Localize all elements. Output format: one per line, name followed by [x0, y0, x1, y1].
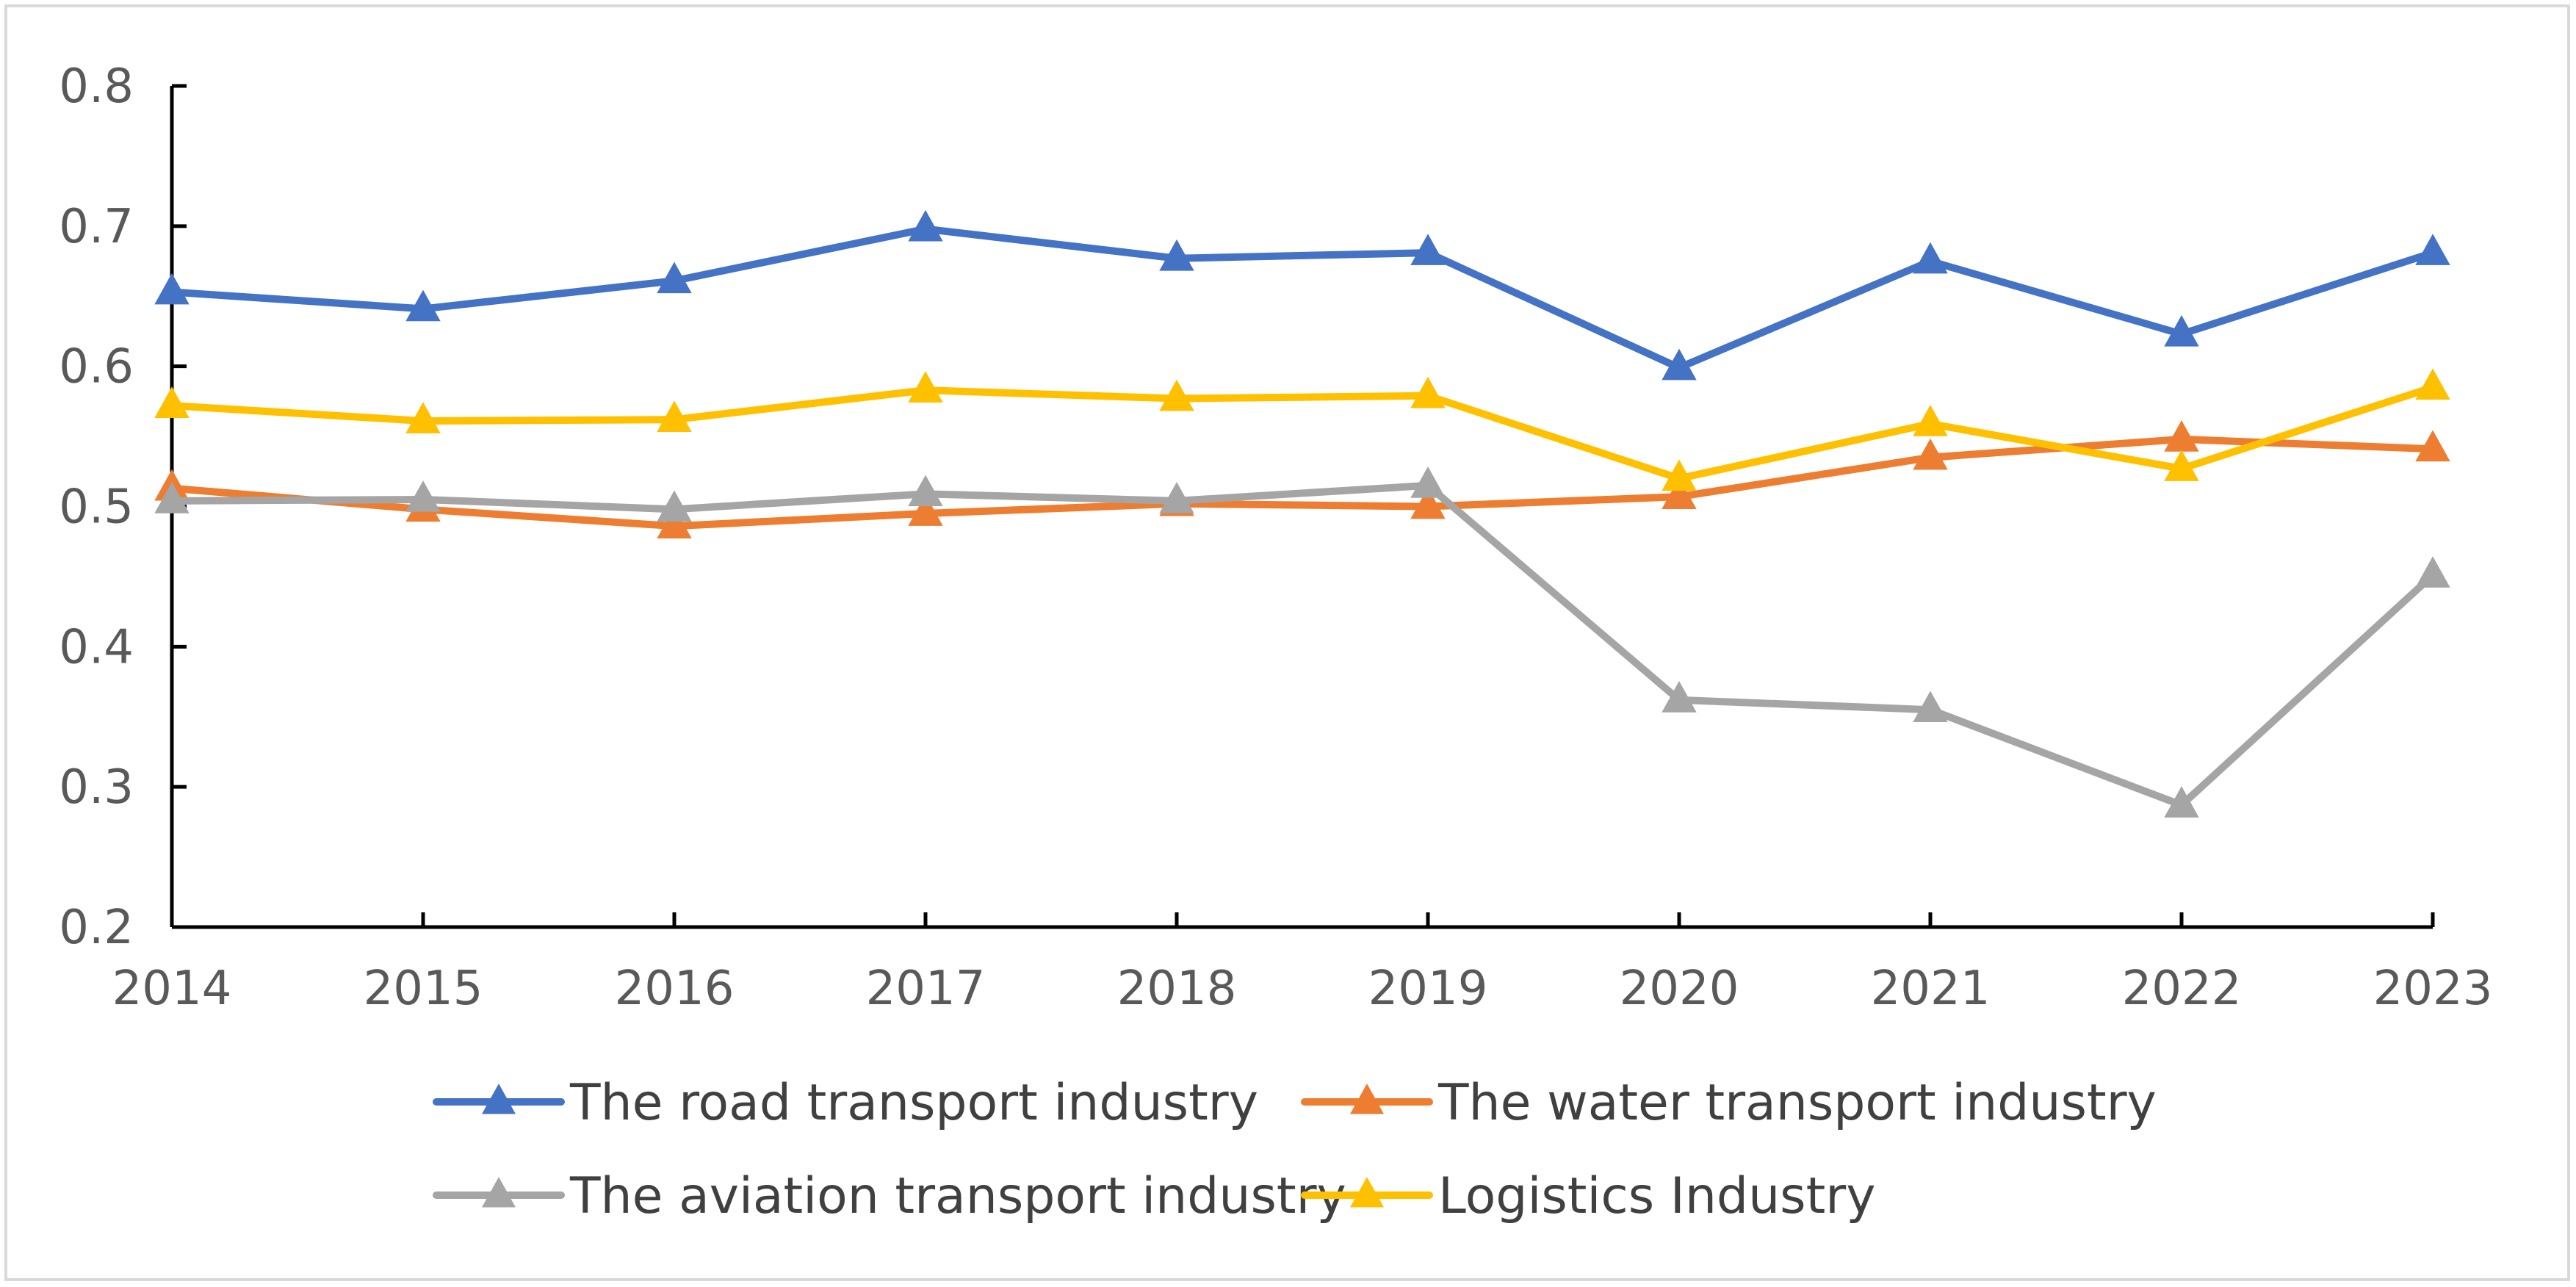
legend: The road transport industry The water tra… — [433, 1074, 2157, 1225]
data-point-marker — [908, 494, 943, 526]
x-tick-label: 2022 — [2122, 962, 2242, 1016]
y-tick-label: 0.7 — [59, 200, 134, 254]
data-point-marker — [405, 289, 441, 322]
legend-label: The aviation transport industry — [569, 1167, 1346, 1225]
data-point-marker — [1410, 376, 1446, 408]
y-tick-label: 0.2 — [59, 901, 134, 955]
data-point-marker — [1913, 242, 1948, 274]
x-tick-label: 2017 — [866, 962, 986, 1016]
data-point-marker — [2164, 450, 2199, 481]
data-point-marker — [154, 386, 190, 418]
x-tick-label: 2020 — [1620, 962, 1739, 1016]
x-tick-label: 2015 — [364, 962, 483, 1016]
y-tick-label: 0.4 — [59, 620, 134, 674]
series-1 — [154, 209, 2450, 381]
data-point-marker — [1159, 239, 1194, 271]
plot-area — [154, 209, 2450, 818]
data-point-marker — [2415, 430, 2450, 462]
data-point-marker — [1913, 438, 1948, 470]
series-3 — [154, 466, 2450, 818]
legend-label: The road transport industry — [569, 1074, 1258, 1132]
data-point-marker — [154, 273, 190, 305]
data-point-marker — [1662, 348, 1697, 381]
chart-frame — [4, 4, 2570, 1281]
x-tick-label: 2021 — [1871, 962, 1991, 1016]
axes: 0.2 0.3 0.4 0.5 0.6 0.7 0.8 2014 2015 2016 2017 201… — [59, 60, 2492, 1016]
data-point-marker — [2164, 314, 2199, 347]
data-point-marker — [1662, 477, 1697, 509]
x-tick-label: 2023 — [2373, 962, 2493, 1016]
data-point-marker — [908, 475, 943, 507]
series-line — [168, 225, 2436, 372]
x-tick-label: 2016 — [615, 962, 735, 1016]
legend-swatch-marker — [482, 1177, 516, 1208]
y-tick-label: 0.6 — [59, 340, 134, 394]
data-point-marker — [1662, 681, 1697, 713]
series-line — [168, 383, 2436, 483]
x-tick-label: 2019 — [1368, 962, 1488, 1016]
data-point-marker — [1913, 691, 1948, 723]
data-point-marker — [1662, 459, 1697, 491]
data-point-marker — [2415, 556, 2450, 588]
legend-swatch-marker — [1350, 1084, 1384, 1114]
series-2 — [154, 420, 2450, 539]
data-point-marker — [405, 480, 441, 512]
series-line — [168, 481, 2436, 809]
data-point-marker — [908, 209, 943, 242]
legend-item-1: The road transport industry — [433, 1074, 1258, 1132]
data-point-marker — [1159, 379, 1194, 411]
x-tick-label: 2018 — [1117, 962, 1237, 1016]
data-point-marker — [405, 402, 441, 433]
data-point-marker — [1410, 466, 1446, 498]
data-point-marker — [657, 262, 692, 294]
y-tick-label: 0.3 — [59, 760, 134, 815]
legend-label: The water transport industry — [1437, 1074, 2157, 1132]
data-point-marker — [2415, 234, 2450, 265]
data-point-marker — [657, 507, 692, 539]
data-point-marker — [1913, 405, 1948, 436]
data-point-marker — [657, 490, 692, 522]
legend-swatch-marker — [1350, 1177, 1384, 1208]
data-point-marker — [657, 400, 692, 433]
x-tick-label: 2014 — [112, 962, 232, 1016]
y-tick-label: 0.8 — [59, 60, 134, 114]
data-point-marker — [908, 371, 943, 403]
legend-item-3: The aviation transport industry — [433, 1167, 1346, 1225]
series-4 — [154, 368, 2450, 491]
legend-label: Logistics Industry — [1438, 1167, 1875, 1225]
data-point-marker — [2415, 368, 2450, 400]
legend-swatch-marker — [482, 1084, 516, 1114]
data-point-marker — [154, 482, 190, 513]
legend-item-4: Logistics Industry — [1301, 1167, 1875, 1225]
data-point-marker — [1410, 234, 1446, 265]
y-tick-label: 0.5 — [59, 480, 134, 535]
data-point-marker — [1410, 487, 1446, 519]
legend-item-2: The water transport industry — [1301, 1074, 2157, 1132]
data-point-marker — [2164, 786, 2199, 818]
data-point-marker — [1159, 482, 1194, 513]
